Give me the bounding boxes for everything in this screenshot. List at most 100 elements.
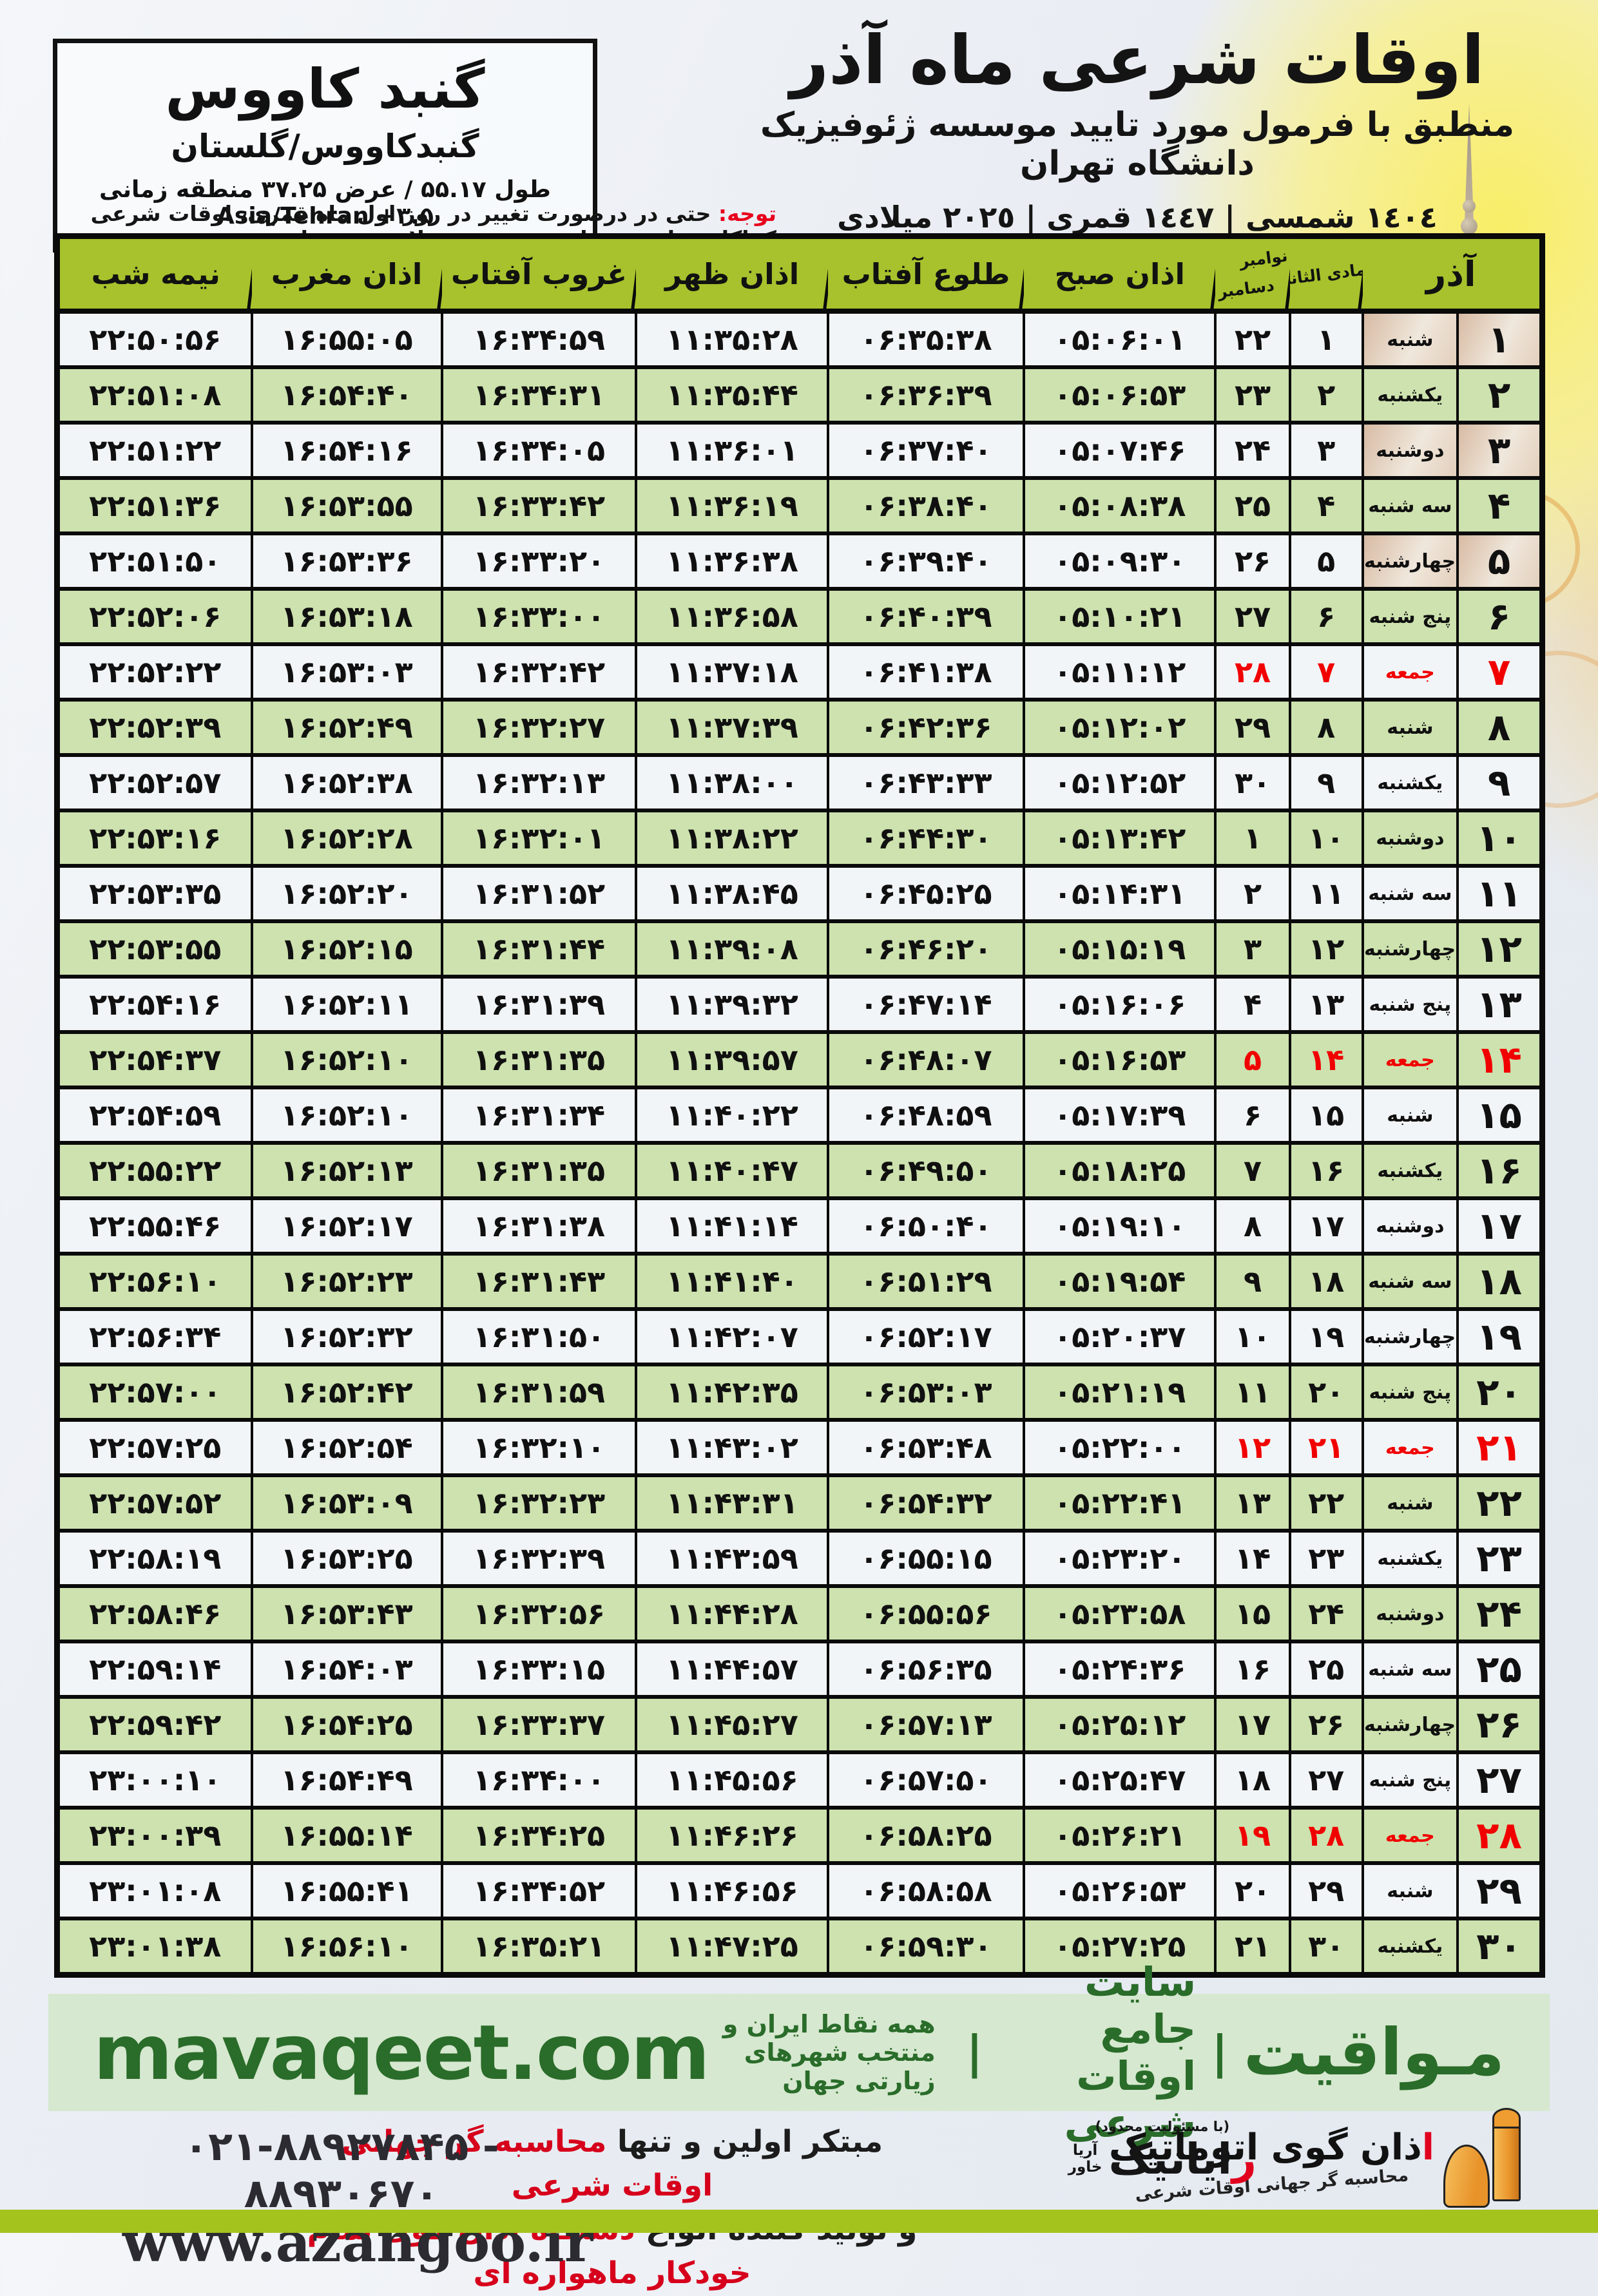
cell-fajr-time: ۰۵:۲۳:۲۰: [1023, 1529, 1217, 1588]
mosque-dome-icon: azangoo: [1439, 2108, 1531, 2232]
cell-sunset-time: ۱۶:۳۴:۵۹: [440, 309, 638, 369]
cell-gregorian-day: ۷: [1214, 1141, 1291, 1200]
cell-weekday: یکشنبه: [1361, 1529, 1459, 1588]
cell-jumada-day: ۲۶: [1288, 1695, 1364, 1754]
cell-fajr-time: ۰۵:۲۴:۳۶: [1023, 1640, 1217, 1699]
cell-midnight-time: ۲۲:۵۳:۱۶: [55, 808, 253, 868]
cell-sunrise-time: ۰۶:۴۱:۳۸: [826, 642, 1026, 702]
cell-jumada-day: ۱۸: [1288, 1252, 1364, 1311]
cell-jumada-day: ۱۳: [1288, 975, 1364, 1034]
cell-sunrise-time: ۰۶:۵۳:۰۳: [826, 1363, 1026, 1422]
phone-numbers: ۰۲۱-۸۸۹۲۷۸۴۵ - ۸۸۹۳۰۶۷۰: [184, 2123, 499, 2217]
cell-sunrise-time: ۰۶:۳۸:۴۰: [826, 476, 1026, 535]
cell-maghrib-time: ۱۶:۵۳:۱۸: [250, 587, 443, 646]
cell-midnight-time: ۲۳:۰۰:۱۰: [55, 1750, 253, 1810]
promo-line-1: مبتکر اولین و تنها محاسبه گر جهانی اوقات…: [341, 2124, 883, 2204]
cell-fajr-time: ۰۵:۱۶:۵۳: [1023, 1030, 1217, 1089]
notice-label: توجه:: [718, 201, 776, 226]
cell-midnight-time: ۲۲:۵۲:۰۶: [55, 587, 253, 646]
table-row: ۱۲ چهارشنبه ۱۲ ۳ ۰۵:۱۵:۱۹ ۰۶:۴۶:۲۰ ۱۱:۳۹…: [55, 919, 1544, 979]
cell-midnight-time: ۲۲:۵۴:۳۷: [55, 1030, 253, 1089]
cell-midnight-time: ۲۲:۵۷:۵۲: [55, 1473, 253, 1533]
cell-jumada-day: ۱۲: [1288, 919, 1364, 979]
cell-fajr-time: ۰۵:۱۶:۰۶: [1023, 975, 1217, 1034]
cell-maghrib-time: ۱۶:۵۳:۲۵: [250, 1529, 443, 1588]
cell-weekday: جمعه: [1361, 642, 1459, 702]
cell-gregorian-day: ۱۱: [1214, 1363, 1291, 1422]
header-maghrib: اذان مغرب: [251, 236, 442, 314]
cell-fajr-time: ۰۵:۱۰:۲۱: [1023, 587, 1217, 646]
mavaqeet-brand-fa: مـواقیت: [1243, 2014, 1505, 2090]
table-row: ۸ شنبه ۸ ۲۹ ۰۵:۱۲:۰۲ ۰۶:۴۲:۳۶ ۱۱:۳۷:۳۹ ۱…: [55, 698, 1544, 757]
cell-sunrise-time: ۰۶:۴۸:۵۹: [826, 1086, 1026, 1145]
cell-weekday: پنج شنبه: [1361, 1750, 1459, 1810]
cell-maghrib-time: ۱۶:۵۲:۱۷: [250, 1196, 443, 1256]
cell-midnight-time: ۲۳:۰۱:۳۸: [55, 1917, 253, 1977]
cell-dhuhr-time: ۱۱:۳۸:۲۲: [635, 808, 829, 868]
header-sunset: غروب آفتاب: [441, 236, 637, 314]
cell-jumada-day: ۲۹: [1288, 1861, 1364, 1920]
cell-jumada-day: ۸: [1288, 698, 1364, 757]
cell-dhuhr-time: ۱۱:۴۷:۲۵: [635, 1917, 829, 1977]
cell-midnight-time: ۲۲:۵۳:۵۵: [55, 919, 253, 979]
cell-sunrise-time: ۰۶:۴۷:۱۴: [826, 975, 1026, 1034]
cell-azar-day: ۱۵: [1456, 1086, 1544, 1145]
cell-fajr-time: ۰۵:۱۹:۵۴: [1023, 1252, 1217, 1311]
cell-sunset-time: ۱۶:۳۱:۵۲: [440, 864, 638, 923]
title-block: اوقات شرعی ماه آذر منطبق با فرمول مورد ت…: [722, 18, 1553, 234]
cell-weekday: دوشنبه: [1361, 1196, 1459, 1256]
city-coordinates: طول ۵۵.۱۷ / عرض ۳۷.۲۵ منطقه زمانی Asia/T…: [99, 177, 551, 229]
cell-jumada-day: ۹: [1288, 753, 1364, 812]
cell-maghrib-time: ۱۶:۵۲:۲۳: [250, 1252, 443, 1311]
table-row: ۲۸ جمعه ۲۸ ۱۹ ۰۵:۲۶:۲۱ ۰۶:۵۸:۲۵ ۱۱:۴۶:۲۶…: [55, 1806, 1544, 1865]
cell-maghrib-time: ۱۶:۵۲:۲۰: [250, 864, 443, 923]
azangoo-title: اذان گوی اتوماتیک: [1108, 2127, 1434, 2168]
azangoo-logo: azangoo اذان گوی اتوماتیک محاسبه گر جهان…: [1108, 2108, 1531, 2232]
cell-fajr-time: ۰۵:۱۲:۵۲: [1023, 753, 1217, 812]
cell-gregorian-day: ۱۸: [1214, 1750, 1291, 1810]
cell-azar-day: ۲۰: [1456, 1363, 1544, 1422]
table-row: ۲۱ جمعه ۲۱ ۱۲ ۰۵:۲۲:۰۰ ۰۶:۵۳:۴۸ ۱۱:۴۳:۰۲…: [55, 1418, 1544, 1477]
cell-sunrise-time: ۰۶:۵۸:۲۵: [826, 1806, 1026, 1865]
cell-maghrib-time: ۱۶:۵۳:۰۹: [250, 1473, 443, 1533]
cell-fajr-time: ۰۵:۰۸:۳۸: [1023, 476, 1217, 535]
cell-weekday: جمعه: [1361, 1418, 1459, 1477]
cell-sunrise-time: ۰۶:۵۳:۴۸: [826, 1418, 1026, 1477]
cell-azar-day: ۱۰: [1456, 808, 1544, 868]
cell-azar-day: ۲۶: [1456, 1695, 1544, 1754]
cell-sunrise-time: ۰۶:۳۶:۳۹: [826, 365, 1026, 425]
cell-fajr-time: ۰۵:۱۸:۲۵: [1023, 1141, 1217, 1200]
cell-sunset-time: ۱۶:۳۱:۳۴: [440, 1086, 638, 1145]
cell-maghrib-time: ۱۶:۵۲:۲۸: [250, 808, 443, 868]
city-name: گنبد کاووس: [165, 57, 485, 120]
cell-weekday: یکشنبه: [1361, 753, 1459, 812]
cell-weekday: چهارشنبه: [1361, 1307, 1459, 1366]
cell-sunrise-time: ۰۶:۵۴:۳۲: [826, 1473, 1026, 1533]
cell-fajr-time: ۰۵:۱۱:۱۲: [1023, 642, 1217, 702]
cell-sunset-time: ۱۶:۳۳:۲۰: [440, 531, 638, 591]
cell-maghrib-time: ۱۶:۵۲:۵۴: [250, 1418, 443, 1477]
mavaqeet-footer-bar: مـواقیت | سایت جامع اوقات شرعی | همه نقا…: [48, 1958, 1550, 2147]
cell-azar-day: ۱۶: [1456, 1141, 1544, 1200]
cell-gregorian-day: ۴: [1214, 975, 1291, 1034]
cell-gregorian-day: ۲۵: [1214, 476, 1291, 535]
cell-midnight-time: ۲۲:۵۸:۴۶: [55, 1584, 253, 1643]
cell-fajr-time: ۰۵:۱۳:۴۲: [1023, 808, 1217, 868]
cell-midnight-time: ۲۲:۵۹:۴۲: [55, 1695, 253, 1754]
cell-maghrib-time: ۱۶:۵۴:۰۳: [250, 1640, 443, 1699]
cell-sunset-time: ۱۶:۳۴:۳۱: [440, 365, 638, 425]
cell-dhuhr-time: ۱۱:۴۳:۰۲: [635, 1418, 829, 1477]
cell-azar-day: ۱: [1456, 309, 1544, 369]
cell-gregorian-day: ۱۷: [1214, 1695, 1291, 1754]
cell-azar-day: ۱۴: [1456, 1030, 1544, 1089]
cell-gregorian-day: ۱۵: [1214, 1584, 1291, 1643]
cell-azar-day: ۶: [1456, 587, 1544, 646]
cell-midnight-time: ۲۲:۵۱:۰۸: [55, 365, 253, 425]
cell-midnight-time: ۲۲:۵۲:۵۷: [55, 753, 253, 812]
cell-sunset-time: ۱۶:۳۲:۴۲: [440, 642, 638, 702]
table-row: ۳۰ یکشنبه ۳۰ ۲۱ ۰۵:۲۷:۲۵ ۰۶:۵۹:۳۰ ۱۱:۴۷:…: [55, 1917, 1544, 1977]
cell-midnight-time: ۲۲:۵۶:۱۰: [55, 1252, 253, 1311]
cell-dhuhr-time: ۱۱:۳۶:۱۹: [635, 476, 829, 535]
table-row: ۱۷ دوشنبه ۱۷ ۸ ۰۵:۱۹:۱۰ ۰۶:۵۰:۴۰ ۱۱:۴۱:۱…: [55, 1196, 1544, 1256]
cell-fajr-time: ۰۵:۲۷:۲۵: [1023, 1917, 1217, 1977]
